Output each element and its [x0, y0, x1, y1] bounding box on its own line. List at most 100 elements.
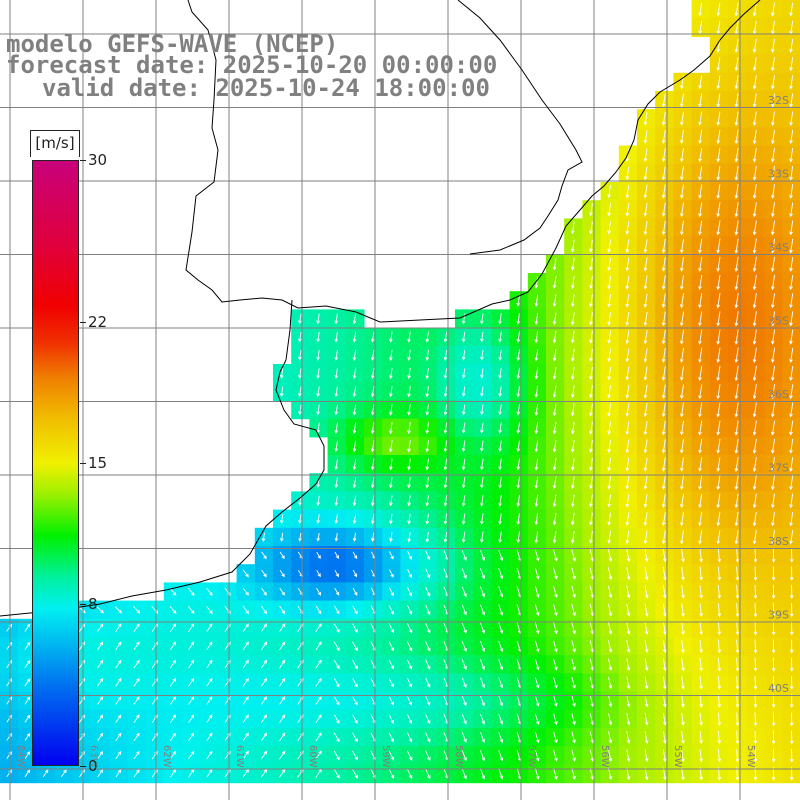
wind-arrow [735, 584, 740, 600]
wind-arrow [534, 312, 539, 326]
wind-arrow [717, 584, 722, 599]
wind-arrow [334, 440, 339, 453]
wind-arrow [498, 568, 504, 580]
wind-arrow [626, 694, 631, 708]
wind-arrow [316, 551, 321, 560]
wind-arrow [333, 732, 340, 743]
wind-arrow [771, 93, 775, 108]
wind-arrow [261, 532, 266, 543]
wind-arrow [133, 732, 140, 741]
coastline [185, 0, 761, 323]
wind-arrow [679, 238, 684, 254]
wind-arrow [679, 439, 684, 454]
wind-arrow [661, 166, 666, 181]
wind-arrow [461, 531, 466, 544]
wind-arrow [661, 148, 666, 163]
wind-arrow [461, 440, 466, 453]
wind-arrow [607, 567, 613, 581]
wind-arrow [626, 767, 631, 781]
wind-arrow [479, 586, 486, 598]
wind-arrow [516, 367, 521, 380]
wind-arrow [115, 732, 122, 741]
wind-arrow [734, 329, 739, 345]
wind-arrow [661, 329, 666, 345]
wind-arrow [789, 111, 794, 126]
wind-arrow [206, 641, 213, 651]
colorbar-tick [80, 604, 86, 605]
wind-arrow [553, 622, 558, 635]
wind-arrow [480, 531, 484, 544]
wind-arrow [644, 585, 649, 599]
wind-arrow [607, 366, 612, 381]
wind-arrow [479, 604, 486, 616]
colorbar-label: 15 [88, 454, 108, 472]
wind-arrow [771, 694, 776, 709]
wind-arrow [388, 750, 395, 761]
wind-arrow [752, 165, 757, 181]
wind-arrow [734, 39, 739, 53]
wind-arrow [789, 93, 794, 108]
wind-arrow [734, 530, 739, 545]
wind-arrow [789, 293, 794, 309]
wind-arrow [771, 530, 775, 545]
wind-arrow [680, 129, 684, 144]
wind-arrow [406, 750, 413, 761]
wind-arrow [407, 696, 413, 706]
wind-arrow [681, 712, 685, 726]
wind-arrow [443, 476, 448, 489]
colorbar-label: 8 [88, 595, 98, 613]
wind-arrow [625, 184, 630, 199]
wind-arrow [498, 386, 502, 398]
wind-arrow [206, 659, 213, 669]
wind-arrow [717, 603, 722, 618]
wind-arrow [260, 659, 268, 669]
wind-arrow [443, 368, 448, 379]
wind-arrow [133, 696, 140, 705]
wind-arrow [279, 569, 285, 578]
wind-arrow [679, 256, 684, 272]
wind-arrow [753, 657, 758, 672]
wind-arrow [734, 202, 739, 218]
wind-arrow [770, 347, 776, 363]
wind-arrow [734, 347, 739, 364]
wind-arrow [789, 2, 794, 17]
wind-arrow [571, 567, 576, 580]
wind-arrow [734, 402, 739, 418]
wind-arrow [407, 386, 411, 398]
wind-arrow [571, 603, 576, 617]
wind-arrow [279, 750, 286, 760]
latitude-label: 37S [768, 462, 789, 475]
wind-arrow [608, 731, 613, 744]
wind-arrow [752, 220, 757, 236]
wind-arrow [752, 111, 757, 126]
wind-arrow [643, 384, 648, 399]
wind-arrow [316, 331, 320, 343]
wind-arrow [498, 531, 502, 544]
wind-arrow [643, 530, 648, 545]
wind-arrow [316, 587, 321, 596]
wind-arrow [425, 331, 430, 343]
wind-arrow [388, 732, 395, 743]
wind-arrow [570, 312, 575, 326]
wind-arrow [680, 184, 684, 199]
wind-arrow [389, 513, 393, 525]
wind-arrow [589, 603, 595, 617]
wind-arrow [716, 311, 721, 327]
wind-arrow [734, 384, 739, 400]
wind-arrow [607, 221, 612, 235]
wind-arrow [461, 422, 466, 434]
wind-arrow [370, 422, 375, 435]
wind-arrow [552, 258, 557, 271]
wind-arrow [170, 732, 176, 742]
wind-arrow [679, 202, 684, 218]
wind-arrow [735, 749, 740, 763]
wind-arrow [589, 421, 593, 435]
wind-arrow [334, 477, 339, 489]
wind-arrow [279, 386, 284, 398]
wind-arrow [735, 566, 740, 581]
wind-arrow [589, 203, 593, 217]
wind-arrow [480, 476, 484, 489]
wind-arrow [789, 548, 794, 563]
wind-arrow [734, 147, 739, 163]
wind-arrow [570, 512, 575, 526]
